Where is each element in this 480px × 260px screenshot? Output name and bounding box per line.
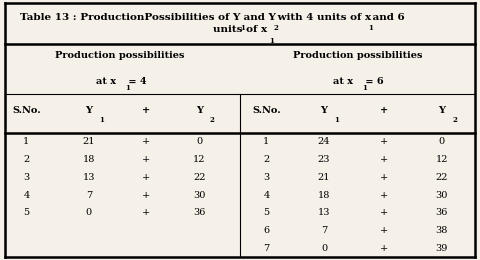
Text: 1: 1 <box>23 137 30 146</box>
Text: 0: 0 <box>321 244 327 253</box>
Text: Y: Y <box>438 106 445 115</box>
Text: 1: 1 <box>269 37 274 45</box>
Text: 12: 12 <box>435 155 448 164</box>
Text: +: + <box>380 155 388 164</box>
Text: +: + <box>142 155 151 164</box>
Text: 22: 22 <box>435 173 448 182</box>
Text: 4: 4 <box>263 191 270 199</box>
Text: 0: 0 <box>86 208 92 217</box>
Text: Y: Y <box>85 106 92 115</box>
Text: at x: at x <box>333 77 353 86</box>
Text: = 6: = 6 <box>362 77 384 86</box>
Text: 1: 1 <box>369 24 373 32</box>
Text: 13: 13 <box>318 208 330 217</box>
Text: Y: Y <box>321 106 327 115</box>
Text: 2: 2 <box>274 24 278 32</box>
Text: at x: at x <box>96 77 116 86</box>
Text: 18: 18 <box>83 155 95 164</box>
Text: +: + <box>380 208 388 217</box>
Text: 2: 2 <box>23 155 30 164</box>
Text: 1: 1 <box>240 24 245 32</box>
Text: +: + <box>380 137 388 146</box>
Text: 2: 2 <box>452 116 457 124</box>
Text: 5: 5 <box>264 208 269 217</box>
Text: 1: 1 <box>125 84 130 92</box>
Text: 6: 6 <box>264 226 269 235</box>
Text: 12: 12 <box>193 155 205 164</box>
Text: 38: 38 <box>435 226 448 235</box>
Text: 7: 7 <box>321 226 327 235</box>
Text: +: + <box>143 106 150 115</box>
Text: 1: 1 <box>263 137 270 146</box>
Text: 36: 36 <box>435 208 448 217</box>
Text: 21: 21 <box>318 173 330 182</box>
Text: 21: 21 <box>83 137 95 146</box>
Text: with 4 units of x: with 4 units of x <box>274 12 371 22</box>
Text: +: + <box>380 226 388 235</box>
Text: 1: 1 <box>99 116 104 124</box>
Text: and 6: and 6 <box>369 12 404 22</box>
Text: 1: 1 <box>335 116 339 124</box>
Text: S.No.: S.No. <box>12 106 41 115</box>
Text: Y: Y <box>196 106 203 115</box>
Text: 5: 5 <box>24 208 29 217</box>
Text: units of x: units of x <box>213 25 267 35</box>
Text: 36: 36 <box>193 208 205 217</box>
Text: Table 13 : ProductionPossibilities of Y: Table 13 : ProductionPossibilities of Y <box>20 12 240 22</box>
Text: 2: 2 <box>263 155 270 164</box>
Text: 4: 4 <box>23 191 30 199</box>
Text: +: + <box>142 191 151 199</box>
Text: 2: 2 <box>210 116 215 124</box>
Text: +: + <box>380 191 388 199</box>
Text: 7: 7 <box>263 244 270 253</box>
Text: 30: 30 <box>435 191 448 199</box>
Text: 3: 3 <box>263 173 270 182</box>
Text: 24: 24 <box>318 137 330 146</box>
Text: 1: 1 <box>362 84 367 92</box>
Text: +: + <box>142 137 151 146</box>
Text: Production possibilities: Production possibilities <box>293 51 422 60</box>
Text: and Y: and Y <box>240 12 276 22</box>
Text: 30: 30 <box>193 191 205 199</box>
Text: +: + <box>380 106 388 115</box>
Text: 7: 7 <box>85 191 92 199</box>
Text: +: + <box>142 173 151 182</box>
Text: +: + <box>380 244 388 253</box>
Text: 18: 18 <box>318 191 330 199</box>
Text: 39: 39 <box>435 244 448 253</box>
Text: 0: 0 <box>439 137 444 146</box>
Text: = 4: = 4 <box>125 77 146 86</box>
Text: 3: 3 <box>23 173 30 182</box>
Text: Production possibilities: Production possibilities <box>55 51 185 60</box>
Text: +: + <box>142 208 151 217</box>
Text: 22: 22 <box>193 173 205 182</box>
Text: 0: 0 <box>196 137 202 146</box>
Text: 23: 23 <box>318 155 330 164</box>
Text: +: + <box>380 173 388 182</box>
Text: S.No.: S.No. <box>252 106 281 115</box>
Text: 13: 13 <box>83 173 95 182</box>
